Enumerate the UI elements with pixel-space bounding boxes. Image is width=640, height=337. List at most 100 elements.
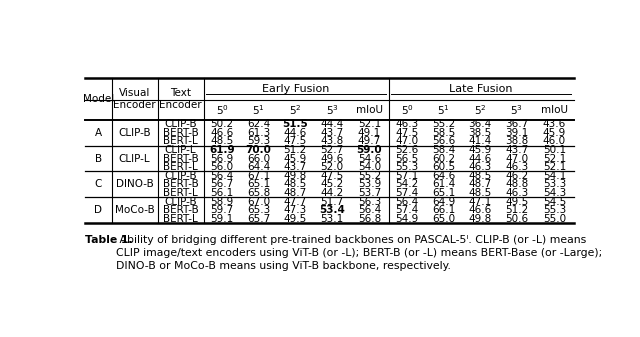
Text: 45.9: 45.9 [543, 128, 566, 137]
Text: CLIP-B: CLIP-B [164, 171, 197, 181]
Text: BERT-B: BERT-B [163, 206, 198, 215]
Text: 56.9: 56.9 [211, 154, 234, 163]
Text: 49.7: 49.7 [358, 136, 381, 146]
Text: 54.3: 54.3 [543, 188, 566, 198]
Text: 46.3: 46.3 [468, 162, 492, 172]
Text: 52.7: 52.7 [320, 145, 344, 155]
Text: 47.7: 47.7 [284, 197, 307, 207]
Text: 50.1: 50.1 [543, 145, 566, 155]
Text: Model: Model [83, 94, 114, 104]
Text: 53.9: 53.9 [358, 180, 381, 189]
Text: BERT-B: BERT-B [163, 180, 198, 189]
Text: BERT-B: BERT-B [163, 154, 198, 163]
Text: 47.1: 47.1 [468, 197, 492, 207]
Text: 52.6: 52.6 [396, 145, 419, 155]
Text: 56.4: 56.4 [211, 171, 234, 181]
Text: 45.9: 45.9 [468, 145, 492, 155]
Text: 49.8: 49.8 [284, 171, 307, 181]
Text: 5$^1$: 5$^1$ [437, 103, 450, 117]
Text: 65.3: 65.3 [247, 206, 270, 215]
Text: 46.6: 46.6 [468, 206, 492, 215]
Text: 54.1: 54.1 [543, 171, 566, 181]
Text: 62.4: 62.4 [247, 119, 270, 129]
Text: 46.6: 46.6 [211, 128, 234, 137]
Text: 45.9: 45.9 [284, 154, 307, 163]
Text: 44.6: 44.6 [284, 128, 307, 137]
Text: Early Fusion: Early Fusion [262, 84, 330, 94]
Text: C: C [95, 180, 102, 189]
Text: 55.3: 55.3 [543, 206, 566, 215]
Text: 41.4: 41.4 [468, 136, 492, 146]
Text: BERT-L: BERT-L [163, 214, 198, 224]
Text: 48.7: 48.7 [284, 188, 307, 198]
Text: 43.7: 43.7 [320, 128, 344, 137]
Text: CLIP-L: CLIP-L [165, 145, 196, 155]
Text: 55.0: 55.0 [543, 214, 566, 224]
Text: 54.0: 54.0 [358, 162, 381, 172]
Text: 47.5: 47.5 [396, 128, 419, 137]
Text: 47.0: 47.0 [505, 154, 529, 163]
Text: 59.3: 59.3 [247, 136, 270, 146]
Text: 50.2: 50.2 [211, 119, 234, 129]
Text: 43.7: 43.7 [284, 162, 307, 172]
Text: 46.3: 46.3 [396, 119, 419, 129]
Text: mIoU: mIoU [541, 105, 568, 115]
Text: 50.6: 50.6 [505, 214, 529, 224]
Text: 5$^3$: 5$^3$ [326, 103, 339, 117]
Text: 51.7: 51.7 [320, 197, 344, 207]
Text: 64.4: 64.4 [247, 162, 270, 172]
Text: 43.8: 43.8 [320, 136, 344, 146]
Text: 51.2: 51.2 [284, 145, 307, 155]
Text: 58.5: 58.5 [432, 128, 455, 137]
Text: 43.7: 43.7 [505, 145, 529, 155]
Text: 5$^2$: 5$^2$ [474, 103, 486, 117]
Text: BERT-B: BERT-B [163, 128, 198, 137]
Text: B: B [95, 154, 102, 163]
Text: BERT-L: BERT-L [163, 188, 198, 198]
Text: 54.6: 54.6 [358, 154, 381, 163]
Text: 49.5: 49.5 [505, 197, 529, 207]
Text: 54.5: 54.5 [543, 197, 566, 207]
Text: 38.8: 38.8 [505, 136, 529, 146]
Text: Visual
Encoder: Visual Encoder [113, 88, 156, 110]
Text: 57.1: 57.1 [396, 171, 419, 181]
Text: 38.5: 38.5 [468, 128, 492, 137]
Text: 56.4: 56.4 [358, 206, 381, 215]
Text: 59.7: 59.7 [211, 206, 234, 215]
Text: 51.2: 51.2 [505, 206, 529, 215]
Text: mIoU: mIoU [356, 105, 383, 115]
Text: 48.5: 48.5 [211, 136, 234, 146]
Text: 5$^0$: 5$^0$ [216, 103, 228, 117]
Text: Table 1.: Table 1. [85, 235, 132, 245]
Text: 65.1: 65.1 [432, 188, 455, 198]
Text: 60.2: 60.2 [432, 154, 455, 163]
Text: 46.0: 46.0 [543, 136, 566, 146]
Text: 5$^2$: 5$^2$ [289, 103, 301, 117]
Text: 61.4: 61.4 [432, 180, 455, 189]
Text: 48.5: 48.5 [284, 180, 307, 189]
Text: 56.4: 56.4 [396, 197, 419, 207]
Text: 48.5: 48.5 [468, 171, 492, 181]
Text: 56.0: 56.0 [211, 162, 234, 172]
Text: 47.5: 47.5 [284, 136, 307, 146]
Text: 46.2: 46.2 [505, 171, 529, 181]
Text: MoCo-B: MoCo-B [115, 206, 154, 215]
Text: 67.0: 67.0 [247, 197, 270, 207]
Text: D: D [94, 206, 102, 215]
Text: 5$^0$: 5$^0$ [401, 103, 413, 117]
Text: 65.1: 65.1 [247, 180, 270, 189]
Text: 5$^3$: 5$^3$ [511, 103, 523, 117]
Text: 5$^1$: 5$^1$ [252, 103, 265, 117]
Text: 56.1: 56.1 [211, 188, 234, 198]
Text: 56.8: 56.8 [358, 214, 381, 224]
Text: 55.2: 55.2 [432, 119, 455, 129]
Text: 58.4: 58.4 [432, 145, 455, 155]
Text: 65.7: 65.7 [247, 214, 270, 224]
Text: DINO-B: DINO-B [116, 180, 154, 189]
Text: 43.6: 43.6 [543, 119, 566, 129]
Text: 54.2: 54.2 [396, 180, 419, 189]
Text: 61.9: 61.9 [209, 145, 235, 155]
Text: 52.0: 52.0 [321, 162, 344, 172]
Text: 44.6: 44.6 [468, 154, 492, 163]
Text: 47.0: 47.0 [396, 136, 419, 146]
